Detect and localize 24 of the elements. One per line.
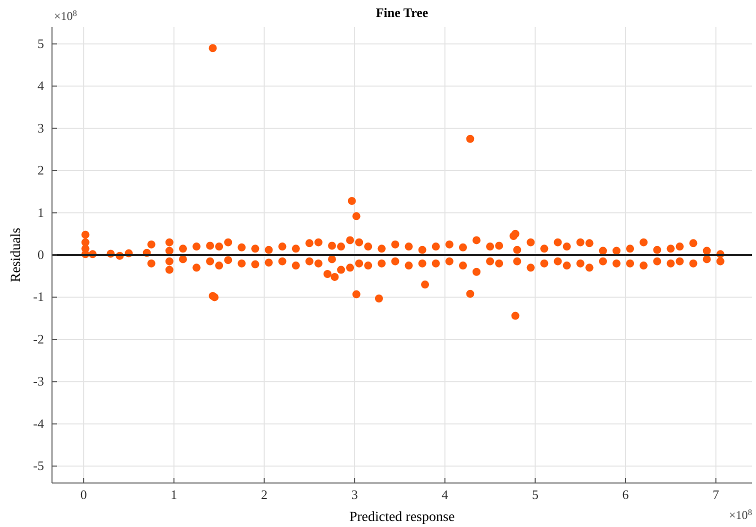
x-tick-label: 7 [712, 487, 720, 502]
x-tick-label: 0 [80, 487, 87, 502]
y-tick-label: -4 [33, 416, 44, 431]
x-tick-label: 1 [170, 487, 178, 502]
x-tick-label: 2 [261, 487, 268, 502]
x-tick-label: 6 [622, 487, 630, 502]
text: ×10$^{8}$ [729, 508, 752, 522]
y-tick-label: -5 [33, 458, 44, 474]
y-tick-label: 3 [38, 120, 44, 136]
y-tick-label: 1 [38, 204, 44, 220]
y-tick-label: 0 [38, 247, 44, 262]
x-axis-title: Predicted response [349, 510, 455, 525]
y-tick-label: 2 [38, 162, 44, 178]
x-tick-label: 5 [532, 487, 538, 502]
text: ×10$^{8}$ [54, 8, 77, 23]
y-axis-title: Residuals [9, 228, 24, 282]
y-tick-label: -1 [33, 289, 44, 304]
y-tick-label: -2 [33, 331, 44, 346]
x-tick-label: 4 [442, 487, 449, 502]
chart-title: Fine Tree [376, 5, 428, 20]
y-tick-label: 4 [38, 78, 44, 94]
x-tick-label: 3 [351, 487, 358, 502]
y-tick-label: 5 [38, 36, 44, 51]
y-tick-label: -3 [33, 374, 44, 389]
